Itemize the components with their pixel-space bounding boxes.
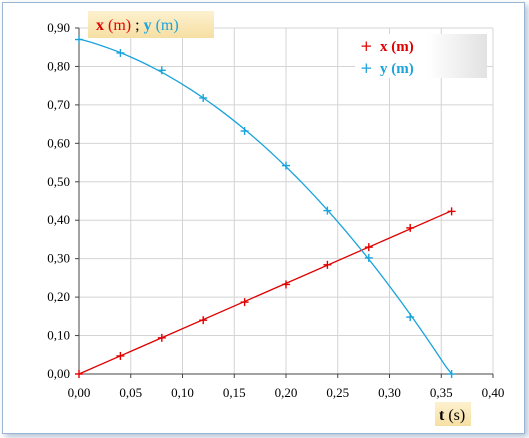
- data-markers: [75, 35, 456, 378]
- data-point-series-1: [116, 48, 125, 57]
- legend-marker-y: +: [360, 59, 373, 77]
- y-tick-label: 0,90: [47, 20, 70, 35]
- y-tick-label: 0,70: [47, 97, 70, 112]
- y-tick-label: 0,80: [47, 58, 70, 73]
- y-tick-labels: 0,00 0,10 0,20 0,30 0,40 0,50 0,60 0,70 0,80 0,90: [47, 20, 70, 381]
- data-point-series-0: [323, 260, 332, 269]
- y-tick-label: 0,00: [47, 366, 70, 381]
- y-axis-label-x-unit: (m): [104, 17, 131, 34]
- data-point-series-1: [323, 206, 332, 215]
- y-axis-label-separator: ;: [131, 17, 143, 34]
- data-point-series-1: [447, 370, 456, 378]
- y-tick-label: 0,20: [47, 289, 70, 304]
- axes: [75, 27, 494, 378]
- data-point-series-0: [447, 207, 456, 216]
- data-point-series-1: [240, 127, 249, 136]
- legend-box: [355, 34, 487, 78]
- x-tick-label: 0,15: [223, 385, 246, 400]
- y-axis-label-y-unit: (m): [152, 17, 179, 34]
- grid-lines: [78, 27, 494, 375]
- x-axis-label-symbol: t: [439, 407, 445, 424]
- data-point-series-0: [75, 370, 83, 378]
- data-point-series-1: [282, 161, 290, 170]
- y-tick-label: 0,60: [47, 135, 70, 150]
- y-axis-label: x (m) ; y (m): [96, 17, 179, 34]
- y-axis-label-y-symbol: y: [144, 17, 152, 34]
- data-point-series-1: [364, 253, 373, 262]
- fit-curves: [78, 38, 453, 375]
- fit-line-series-0: [78, 210, 452, 375]
- data-point-series-1: [157, 66, 166, 75]
- data-point-series-0: [116, 351, 125, 360]
- legend-label-y: y (m): [380, 61, 414, 77]
- y-tick-label: 0,10: [47, 328, 70, 343]
- data-point-series-0: [240, 298, 249, 307]
- legend: + x (m) + y (m): [360, 37, 414, 77]
- x-tick-label: 0,05: [119, 385, 142, 400]
- fit-line-series-1: [78, 38, 453, 375]
- x-axis-label-unit: (s): [444, 407, 465, 424]
- data-point-series-0: [406, 223, 415, 232]
- data-point-series-1: [199, 93, 208, 102]
- x-tick-label: 0,25: [326, 385, 349, 400]
- data-point-series-0: [282, 280, 290, 289]
- x-axis-label-box: [435, 402, 471, 426]
- data-point-series-0: [364, 243, 373, 252]
- data-point-series-0: [199, 316, 208, 325]
- legend-marker-x: +: [360, 37, 373, 55]
- x-tick-label: 0,00: [68, 385, 91, 400]
- x-tick-label: 0,10: [171, 385, 194, 400]
- y-tick-label: 0,40: [47, 212, 70, 227]
- x-tick-label: 0,30: [378, 385, 401, 400]
- x-tick-labels: 0,00 0,05 0,10 0,15 0,20 0,25 0,30 0,35 0,40: [68, 385, 505, 400]
- x-tick-label: 0,35: [430, 385, 453, 400]
- y-tick-label: 0,50: [47, 174, 70, 189]
- x-axis-label: t (s): [439, 407, 465, 424]
- data-point-series-1: [75, 35, 83, 44]
- legend-label-x: x (m): [380, 39, 414, 55]
- y-axis-label-box: [88, 11, 214, 38]
- data-point-series-1: [406, 313, 415, 322]
- x-tick-label: 0,20: [275, 385, 298, 400]
- y-tick-label: 0,30: [47, 251, 70, 266]
- y-axis-label-x-symbol: x: [96, 17, 104, 34]
- x-tick-label: 0,40: [482, 385, 505, 400]
- data-point-series-0: [157, 333, 166, 342]
